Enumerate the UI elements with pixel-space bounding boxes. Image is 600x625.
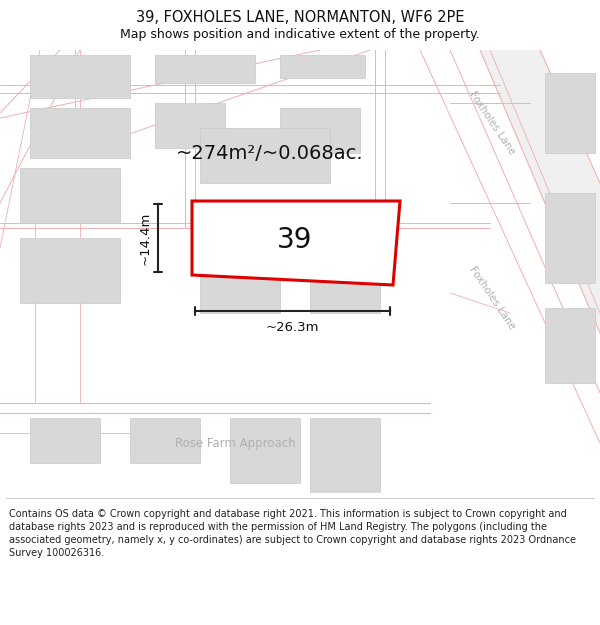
Polygon shape: [30, 418, 100, 463]
Text: Rose Farm Approach: Rose Farm Approach: [175, 436, 296, 449]
Text: ~14.4m: ~14.4m: [139, 211, 152, 265]
Polygon shape: [545, 73, 595, 153]
Text: Foxholes Lane: Foxholes Lane: [467, 89, 517, 156]
Text: 39: 39: [277, 226, 312, 254]
Polygon shape: [192, 201, 400, 285]
Text: ~26.3m: ~26.3m: [266, 321, 319, 334]
Polygon shape: [230, 418, 300, 483]
Polygon shape: [20, 238, 120, 303]
Polygon shape: [30, 108, 130, 158]
Polygon shape: [200, 268, 280, 313]
Polygon shape: [155, 103, 225, 148]
Text: Contains OS data © Crown copyright and database right 2021. This information is : Contains OS data © Crown copyright and d…: [9, 509, 576, 559]
Polygon shape: [130, 418, 200, 463]
Text: Foxholes Lane: Foxholes Lane: [467, 264, 517, 331]
Polygon shape: [545, 193, 595, 283]
Polygon shape: [215, 208, 320, 265]
Polygon shape: [545, 308, 595, 383]
Text: ~274m²/~0.068ac.: ~274m²/~0.068ac.: [176, 144, 364, 162]
Polygon shape: [280, 55, 365, 78]
Polygon shape: [480, 50, 600, 333]
Polygon shape: [30, 55, 130, 98]
Polygon shape: [310, 418, 380, 493]
Polygon shape: [280, 108, 360, 153]
Polygon shape: [155, 55, 255, 83]
Polygon shape: [20, 168, 120, 223]
Polygon shape: [310, 263, 380, 313]
Polygon shape: [200, 128, 330, 183]
Text: 39, FOXHOLES LANE, NORMANTON, WF6 2PE: 39, FOXHOLES LANE, NORMANTON, WF6 2PE: [136, 10, 464, 25]
Text: Map shows position and indicative extent of the property.: Map shows position and indicative extent…: [120, 28, 480, 41]
